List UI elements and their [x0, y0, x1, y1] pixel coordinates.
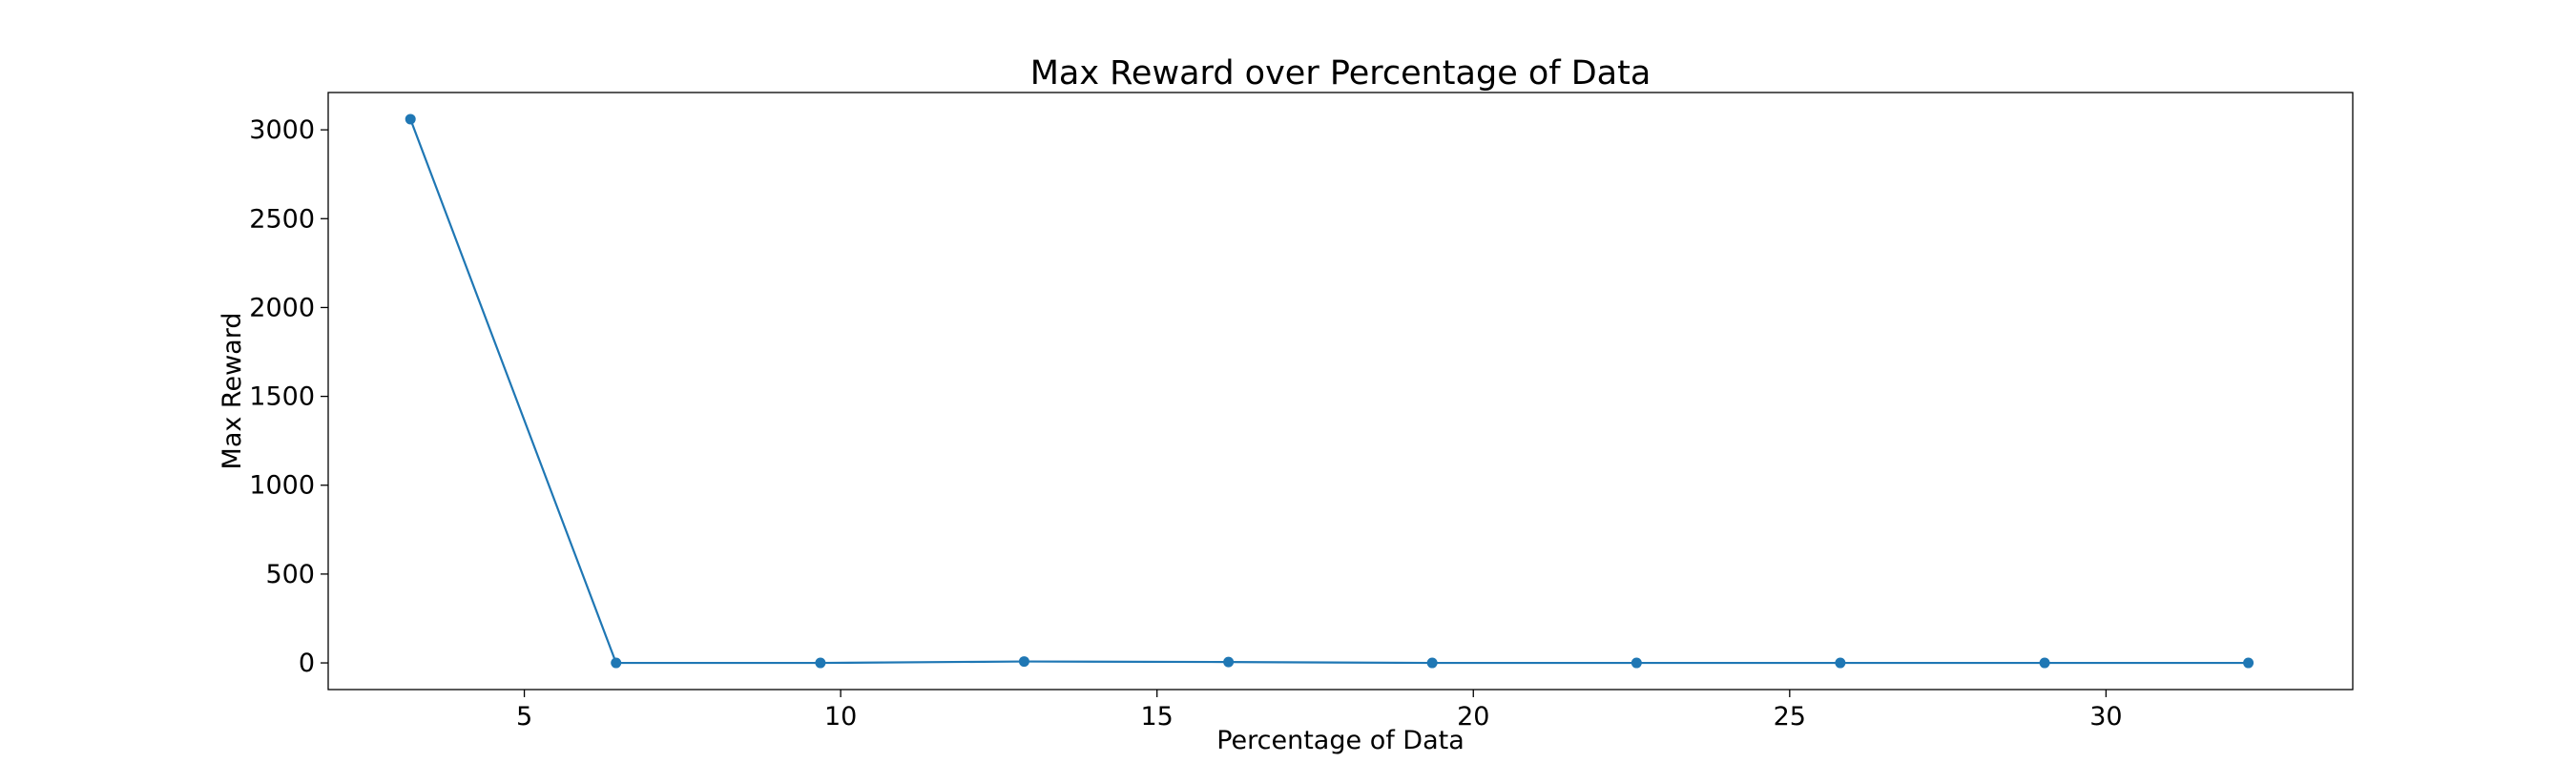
data-point	[1223, 656, 1235, 668]
data-point	[1426, 657, 1438, 669]
data-point	[1631, 657, 1642, 669]
y-axis-label: Max Reward	[218, 313, 247, 470]
y-tick-label: 500	[265, 560, 315, 589]
series-line	[409, 118, 2249, 665]
y-tick-label: 0	[299, 649, 315, 678]
data-point	[1018, 656, 1029, 668]
series-layer	[405, 113, 2254, 669]
y-tick-label: 3000	[249, 115, 315, 145]
y-tick-label: 2000	[249, 293, 315, 322]
data-point	[1835, 657, 1846, 669]
y-tick-label: 2500	[249, 204, 315, 234]
data-point	[611, 657, 622, 669]
data-point	[405, 113, 416, 125]
x-tick-label: 15	[1141, 702, 1174, 732]
x-tick-label: 20	[1457, 702, 1489, 732]
data-point	[2039, 657, 2050, 669]
chart-title: Max Reward over Percentage of Data	[1030, 54, 1652, 93]
x-axis-ticks: 5 10 15 20 25 30	[516, 690, 2123, 732]
x-tick-label: 30	[2089, 702, 2122, 732]
y-axis-ticks: 0 500 1000 1500 2000 2500 3000	[249, 115, 328, 678]
y-tick-label: 1000	[249, 471, 315, 501]
x-axis-label: Percentage of Data	[1216, 726, 1465, 755]
x-tick-label: 10	[824, 702, 857, 732]
x-tick-label: 25	[1774, 702, 1806, 732]
data-point	[815, 657, 826, 669]
data-point	[2243, 657, 2254, 669]
x-tick-label: 5	[516, 702, 532, 732]
y-tick-label: 1500	[249, 382, 315, 412]
plot-area-frame	[327, 92, 2354, 691]
